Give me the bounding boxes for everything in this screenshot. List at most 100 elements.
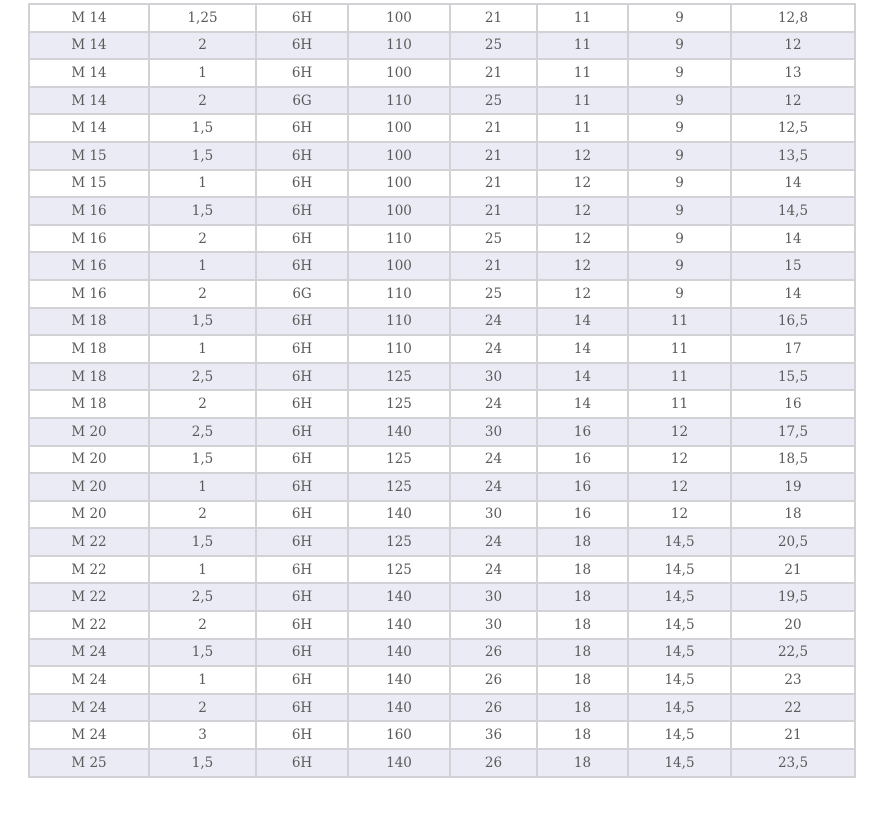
table-cell: 11 — [536, 58, 629, 88]
table-cell: 100 — [347, 3, 451, 33]
table-cell: 16 — [536, 499, 629, 530]
table-cell: 14,5 — [627, 554, 732, 585]
table-cell: 110 — [347, 334, 451, 364]
table-cell: 20 — [730, 610, 856, 640]
table-cell: 6H — [255, 637, 349, 668]
table-cell: 6H — [255, 472, 349, 502]
table-cell: 21 — [449, 168, 538, 199]
table-cell: 9 — [627, 3, 732, 33]
table-cell: 9 — [627, 30, 732, 61]
table-cell: 25 — [449, 278, 538, 309]
table-cell: 6G — [255, 85, 349, 116]
table-cell: M 24 — [28, 637, 150, 668]
table-cell: 125 — [347, 472, 451, 502]
table-cell: M 16 — [28, 196, 150, 226]
table-cell: 6H — [255, 168, 349, 199]
table-cell: 110 — [347, 223, 451, 254]
table-cell: 24 — [449, 527, 538, 557]
table-cell: 140 — [347, 499, 451, 530]
table-cell: 30 — [449, 499, 538, 530]
table-row: M 18 1,5 6H 110 24 14 11 16,5 — [28, 306, 856, 337]
table-row: M 16 1 6H 100 21 12 9 15 — [28, 251, 856, 281]
table-cell: 140 — [347, 748, 451, 778]
table-cell: 6H — [255, 582, 349, 613]
table-cell: 6H — [255, 444, 349, 475]
table-cell: M 24 — [28, 720, 150, 751]
table-cell: 6H — [255, 416, 349, 447]
table-cell: 12 — [536, 278, 629, 309]
table-cell: M 25 — [28, 748, 150, 778]
table-cell: 12 — [536, 223, 629, 254]
table-cell: M 22 — [28, 527, 150, 557]
table-cell: M 14 — [28, 113, 150, 143]
table-cell: 18 — [536, 665, 629, 695]
table-cell: 6H — [255, 389, 349, 419]
table-row: M 15 1,5 6H 100 21 12 9 13,5 — [28, 140, 856, 171]
table-cell: M 15 — [28, 140, 150, 171]
table-cell: 18 — [536, 720, 629, 751]
table-cell: 12 — [627, 444, 732, 475]
table-cell: 1,5 — [148, 306, 257, 337]
table-cell: 11 — [627, 389, 732, 419]
table-cell: 18 — [730, 499, 856, 530]
table-cell: M 16 — [28, 251, 150, 281]
table-cell: 125 — [347, 361, 451, 392]
table-cell: 1,5 — [148, 637, 257, 668]
table-cell: M 20 — [28, 499, 150, 530]
table-cell: M 22 — [28, 582, 150, 613]
table-cell: 125 — [347, 527, 451, 557]
table-cell: 2 — [148, 223, 257, 254]
table-row: M 18 2 6H 125 24 14 11 16 — [28, 389, 856, 419]
table-cell: 140 — [347, 610, 451, 640]
table-cell: 14,5 — [627, 527, 732, 557]
table-cell: M 18 — [28, 334, 150, 364]
table-row: M 20 1 6H 125 24 16 12 19 — [28, 472, 856, 502]
table-cell: 1,5 — [148, 113, 257, 143]
table-cell: 21 — [449, 140, 538, 171]
table-cell: 15,5 — [730, 361, 856, 392]
table-cell: 16,5 — [730, 306, 856, 337]
table-cell: 14,5 — [627, 610, 732, 640]
table-cell: 18 — [536, 637, 629, 668]
table-cell: 22 — [730, 692, 856, 723]
table-cell: 12 — [730, 85, 856, 116]
table-cell: 30 — [449, 361, 538, 392]
table-cell: 6H — [255, 610, 349, 640]
table-cell: 12 — [627, 472, 732, 502]
table-cell: 1,5 — [148, 527, 257, 557]
table-cell: 12 — [536, 168, 629, 199]
table-cell: 1 — [148, 665, 257, 695]
table-cell: 24 — [449, 306, 538, 337]
table-cell: 11 — [627, 361, 732, 392]
table-cell: 6H — [255, 554, 349, 585]
table-cell: 6H — [255, 527, 349, 557]
table-cell: 2 — [148, 85, 257, 116]
table-cell: 24 — [449, 554, 538, 585]
table-cell: 11 — [536, 113, 629, 143]
table-cell: 1 — [148, 334, 257, 364]
table-cell: 2 — [148, 278, 257, 309]
table-cell: 13,5 — [730, 140, 856, 171]
table-cell: 2 — [148, 692, 257, 723]
table-cell: 21 — [449, 113, 538, 143]
table-cell: M 22 — [28, 554, 150, 585]
table-cell: 9 — [627, 85, 732, 116]
table-row: M 20 2,5 6H 140 30 16 12 17,5 — [28, 416, 856, 447]
table-row: M 18 1 6H 110 24 14 11 17 — [28, 334, 856, 364]
table-cell: 24 — [449, 389, 538, 419]
table-row: M 16 2 6H 110 25 12 9 14 — [28, 223, 856, 254]
table-cell: 6H — [255, 720, 349, 751]
table-cell: 14 — [536, 389, 629, 419]
table-cell: 11 — [627, 306, 732, 337]
table-row: M 16 1,5 6H 100 21 12 9 14,5 — [28, 196, 856, 226]
table-cell: 14 — [536, 334, 629, 364]
table-cell: 6H — [255, 251, 349, 281]
table-cell: 100 — [347, 140, 451, 171]
table-row: M 15 1 6H 100 21 12 9 14 — [28, 168, 856, 199]
table-cell: 16 — [536, 416, 629, 447]
table-row: M 14 2 6G 110 25 11 9 12 — [28, 85, 856, 116]
table-cell: 11 — [536, 85, 629, 116]
table-cell: 110 — [347, 278, 451, 309]
table-row: M 20 1,5 6H 125 24 16 12 18,5 — [28, 444, 856, 475]
table-cell: 24 — [449, 472, 538, 502]
